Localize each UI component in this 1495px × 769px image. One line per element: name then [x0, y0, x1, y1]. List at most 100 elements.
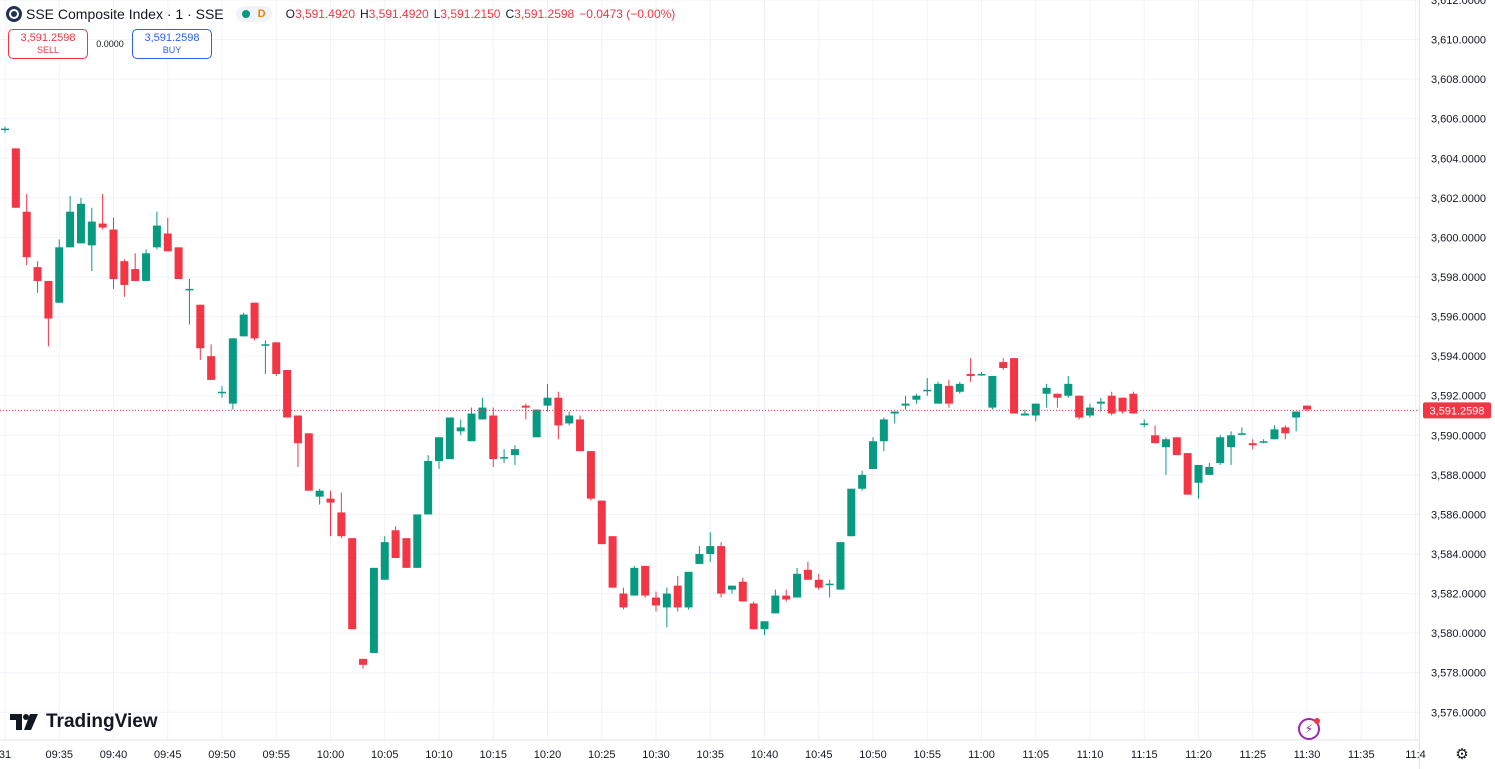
candle	[261, 340, 270, 374]
x-tick-label: 10:40	[751, 749, 779, 761]
trade-panel: 3,591.2598 SELL 0.0000 3,591.2598 BUY	[8, 29, 212, 59]
session-status[interactable]: D	[235, 6, 272, 22]
candle-body	[749, 603, 758, 630]
candle	[1140, 419, 1149, 428]
candle-body	[597, 500, 606, 545]
candle-body	[944, 385, 953, 404]
candle	[87, 207, 96, 272]
buy-button[interactable]: 3,591.2598 BUY	[132, 29, 212, 59]
candle-body	[684, 571, 693, 608]
candle	[435, 437, 443, 469]
x-tick-label: 11:10	[1077, 749, 1104, 761]
symbol-title[interactable]: SSE Composite Index · 1 · SSE	[26, 6, 224, 22]
candles	[1, 126, 1311, 669]
candle	[543, 383, 552, 412]
time-axis[interactable]: 31 09:35 09:40 09:45 09:50 09:55 10:00 10:05 10:…	[0, 749, 1426, 761]
candle-body	[1270, 429, 1279, 440]
candle-body	[695, 554, 704, 564]
candle-body	[782, 595, 791, 600]
y-tick-label: 3,580.0000	[1431, 628, 1486, 640]
candle	[1042, 383, 1051, 408]
candle-body	[424, 461, 433, 515]
candle	[272, 342, 281, 376]
candle	[239, 312, 248, 337]
candle-body	[163, 233, 172, 252]
candle	[727, 585, 736, 594]
candle-body	[1281, 427, 1290, 434]
y-tick-label: 3,606.0000	[1431, 114, 1486, 126]
candle	[489, 407, 498, 467]
sell-button[interactable]: 3,591.2598 SELL	[8, 29, 88, 59]
candle	[695, 546, 704, 564]
candle-body	[1, 128, 9, 131]
price-axis[interactable]: 3,576.0000 3,578.0000 3,580.0000 3,582.0000…	[1431, 0, 1486, 719]
candle	[207, 344, 216, 380]
candle-body	[109, 229, 118, 279]
candle-body	[348, 538, 357, 630]
candle	[760, 621, 769, 636]
last-price-label: 3,591.2598	[1429, 405, 1484, 417]
candle	[76, 197, 85, 244]
gear-icon[interactable]: ⚙	[1455, 746, 1469, 763]
candle	[1270, 425, 1279, 440]
market-open-dot-icon	[241, 10, 250, 18]
candle-body	[576, 419, 585, 452]
candle-body	[662, 593, 671, 608]
candle	[934, 381, 943, 404]
candle	[163, 217, 172, 252]
close-value: 3,591.2598	[514, 7, 575, 21]
candle	[131, 253, 140, 281]
low-key: L	[433, 7, 441, 21]
last-price-line: 3,591.2598	[0, 402, 1491, 419]
ohlc-values: O3,591.4920 H3,591.4920 L3,591.2150 C3,5…	[286, 7, 676, 21]
candle	[652, 591, 660, 612]
candle-body	[532, 409, 541, 438]
candle-body	[858, 474, 867, 489]
candle	[923, 377, 932, 396]
candle-body	[435, 437, 443, 462]
candle	[1248, 439, 1257, 450]
candle	[478, 397, 487, 420]
candle	[999, 358, 1008, 370]
candle	[706, 532, 715, 562]
y-tick-label: 3,592.0000	[1431, 391, 1486, 403]
y-tick-label: 3,582.0000	[1431, 589, 1486, 601]
bolt-icon[interactable]: ⚡	[1298, 718, 1320, 740]
candle-body	[1042, 387, 1051, 394]
candle	[1075, 395, 1084, 420]
candle-body	[1216, 437, 1225, 463]
candle	[1292, 411, 1301, 432]
candle-body	[489, 415, 498, 460]
candle	[847, 488, 856, 537]
session-badge: D	[257, 8, 266, 20]
candle	[565, 411, 574, 426]
tradingview-logo[interactable]: TradingView	[10, 711, 158, 733]
candle	[771, 589, 780, 614]
x-tick-label: 10:55	[913, 749, 941, 761]
candle	[44, 280, 53, 347]
candle-body	[1292, 411, 1301, 418]
candle	[120, 259, 129, 297]
candle	[1259, 439, 1268, 444]
candle	[218, 385, 226, 398]
candle	[1010, 358, 1019, 414]
candle-body	[239, 314, 248, 337]
candle-body	[1020, 413, 1029, 416]
candle-body	[98, 223, 107, 228]
candle	[152, 211, 161, 250]
candle	[142, 249, 151, 281]
candle	[825, 579, 834, 598]
x-tick-label: 31	[0, 749, 11, 761]
candle-body	[554, 397, 563, 426]
x-tick-label: 11:4	[1405, 749, 1426, 761]
candle	[1, 126, 9, 133]
candle	[836, 542, 845, 590]
x-tick-label: 11:20	[1185, 749, 1212, 761]
candle	[1172, 437, 1181, 456]
y-tick-label: 3,586.0000	[1431, 509, 1486, 521]
candle-body	[977, 373, 986, 376]
candle-body	[565, 415, 574, 424]
candle-body	[1075, 395, 1084, 418]
candle-body	[966, 373, 975, 376]
